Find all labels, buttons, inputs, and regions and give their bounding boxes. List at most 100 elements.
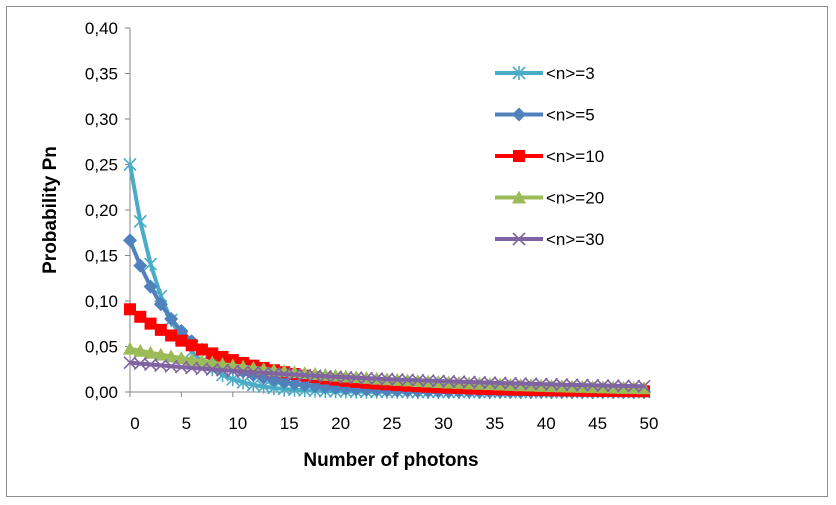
data-point — [616, 379, 631, 393]
data-point — [400, 373, 415, 387]
data-point — [431, 374, 445, 388]
legend-marker — [512, 66, 526, 80]
y-tick-label: 0,10 — [85, 292, 118, 311]
data-point — [215, 363, 230, 377]
data-point — [195, 343, 208, 356]
y-tick-label: 0,35 — [85, 65, 118, 84]
data-point — [226, 364, 240, 378]
data-point — [165, 329, 178, 342]
y-ticks: 0,00 0,05 0,10 0,15 0,20 0,25 0,30 0,35 0,40 — [85, 19, 130, 402]
legend-label: <n>=5 — [546, 106, 595, 125]
data-point — [308, 369, 322, 383]
data-point — [267, 366, 281, 381]
data-point — [144, 317, 157, 330]
data-point — [123, 341, 137, 355]
data-point — [175, 334, 188, 347]
data-point — [143, 345, 158, 359]
data-point — [134, 310, 147, 323]
data-point — [123, 157, 137, 172]
data-point — [236, 364, 250, 379]
data-point — [462, 375, 476, 389]
legend-label: <n>=3 — [546, 64, 595, 83]
data-point — [637, 379, 651, 393]
x-tick-label: 30 — [434, 414, 453, 433]
data-point — [123, 233, 137, 248]
data-point — [596, 378, 610, 393]
x-tick-label: 10 — [228, 414, 247, 433]
data-point — [514, 376, 528, 391]
y-tick-label: 0,05 — [85, 338, 118, 357]
legend-marker — [513, 150, 525, 162]
data-point — [329, 370, 343, 384]
data-point — [637, 381, 651, 395]
x-tick-label: 20 — [331, 414, 350, 433]
data-point — [442, 374, 456, 388]
x-tick-label: 15 — [280, 414, 299, 433]
data-point — [297, 378, 312, 393]
data-point — [164, 349, 179, 363]
data-point — [143, 357, 158, 372]
data-point — [370, 372, 384, 386]
data-point — [164, 311, 179, 326]
data-point — [153, 347, 168, 361]
data-point — [524, 377, 538, 391]
chart-frame — [6, 6, 828, 497]
data-point — [124, 303, 136, 316]
data-point — [287, 376, 302, 391]
data-point — [133, 214, 147, 229]
data-point — [154, 323, 167, 336]
x-tick-label: 5 — [182, 414, 191, 433]
data-point — [123, 356, 137, 370]
series-n30 — [123, 356, 651, 393]
x-tick-label: 35 — [485, 414, 504, 433]
data-point — [349, 371, 363, 385]
data-point — [339, 370, 353, 384]
data-point — [298, 368, 312, 382]
x-tick-label: 25 — [383, 414, 402, 433]
data-point — [143, 257, 158, 272]
x-ticks: 0 5 10 15 20 25 30 35 40 45 50 — [129, 392, 659, 433]
data-point — [257, 366, 271, 380]
data-point — [195, 362, 209, 376]
data-point — [544, 377, 559, 391]
x-axis-title: Number of photons — [303, 450, 478, 471]
data-point — [472, 375, 487, 389]
legend-label: <n>=30 — [546, 230, 604, 249]
y-tick-label: 0,00 — [85, 383, 118, 402]
legend-marker — [512, 190, 526, 204]
data-point — [287, 368, 302, 382]
legend-item: <n>=5 — [495, 106, 595, 125]
data-point — [133, 343, 148, 357]
y-tick-label: 0,30 — [85, 110, 118, 129]
data-point — [627, 379, 641, 393]
legend-marker — [512, 107, 526, 122]
y-tick-label: 0,20 — [85, 201, 118, 220]
data-point — [483, 376, 497, 390]
data-point — [174, 324, 189, 339]
data-point — [154, 358, 168, 372]
data-point — [452, 375, 466, 389]
data-point — [216, 350, 229, 363]
data-point — [575, 378, 589, 392]
y-tick-label: 0,25 — [85, 156, 118, 175]
data-point — [318, 369, 332, 383]
data-point — [586, 378, 600, 392]
data-point — [194, 354, 209, 368]
data-point — [606, 379, 620, 393]
data-point — [503, 376, 517, 390]
data-point — [185, 339, 198, 352]
y-tick-label: 0,15 — [85, 247, 118, 266]
data-point — [380, 372, 394, 386]
data-point — [555, 378, 569, 392]
data-point — [534, 377, 548, 391]
y-tick-label: 0,40 — [85, 19, 118, 38]
x-tick-label: 50 — [640, 414, 659, 433]
data-point — [164, 359, 178, 373]
data-point — [174, 360, 188, 374]
legend-item: <n>=3 — [495, 64, 595, 83]
data-point — [133, 357, 147, 371]
legend-label: <n>=10 — [546, 147, 604, 166]
plot-series — [123, 157, 651, 399]
legend-label: <n>=20 — [546, 189, 604, 208]
